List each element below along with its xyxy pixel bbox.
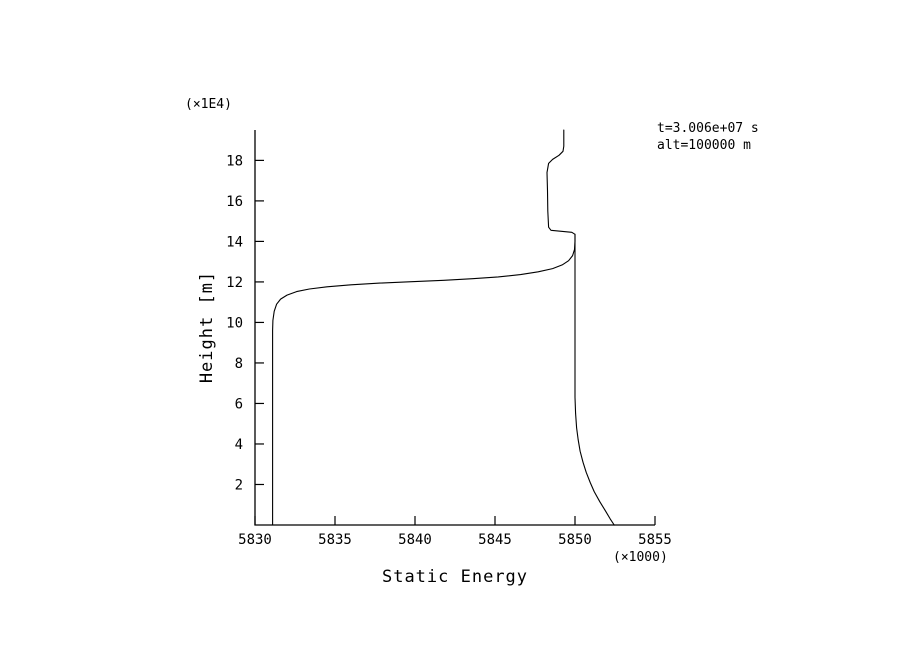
y-axis-tick-label: 4: [235, 437, 243, 453]
data-curve-upper-profile: [546, 129, 615, 526]
y-axis-tick-label: 18: [226, 153, 243, 169]
x-axis-tick-label: 5855: [638, 532, 672, 548]
y-axis-tick-label: 8: [235, 356, 243, 372]
y-axis-tick-label: 10: [226, 315, 243, 331]
x-axis-tick-label: 5845: [478, 532, 512, 548]
axes-frame: [254, 130, 655, 526]
annotation-block: t=3.006e+07 s alt=100000 m: [657, 120, 759, 154]
annotation-time: t=3.006e+07 s: [657, 121, 759, 136]
x-axis-tick-label: 5850: [558, 532, 592, 548]
y-axis-tick-label: 12: [226, 275, 243, 291]
y-axis-tick-label: 2: [235, 477, 243, 493]
x-axis-tick-label: 5840: [398, 532, 432, 548]
y-axis-tick-label: 16: [226, 194, 243, 210]
x-axis-title: Static Energy: [381, 567, 529, 587]
x-axis-tick-label: 5830: [238, 532, 272, 548]
data-curve-lower-profile: [272, 233, 576, 526]
y-axis-tick-label: 6: [235, 396, 243, 412]
y-axis-tick-label: 14: [226, 234, 243, 250]
x-axis-multiplier-label: (×1000): [613, 550, 668, 565]
annotation-altitude: alt=100000 m: [657, 138, 751, 153]
y-axis-multiplier-label: (×1E4): [185, 97, 232, 112]
x-axis-tick-label: 5835: [318, 532, 352, 548]
